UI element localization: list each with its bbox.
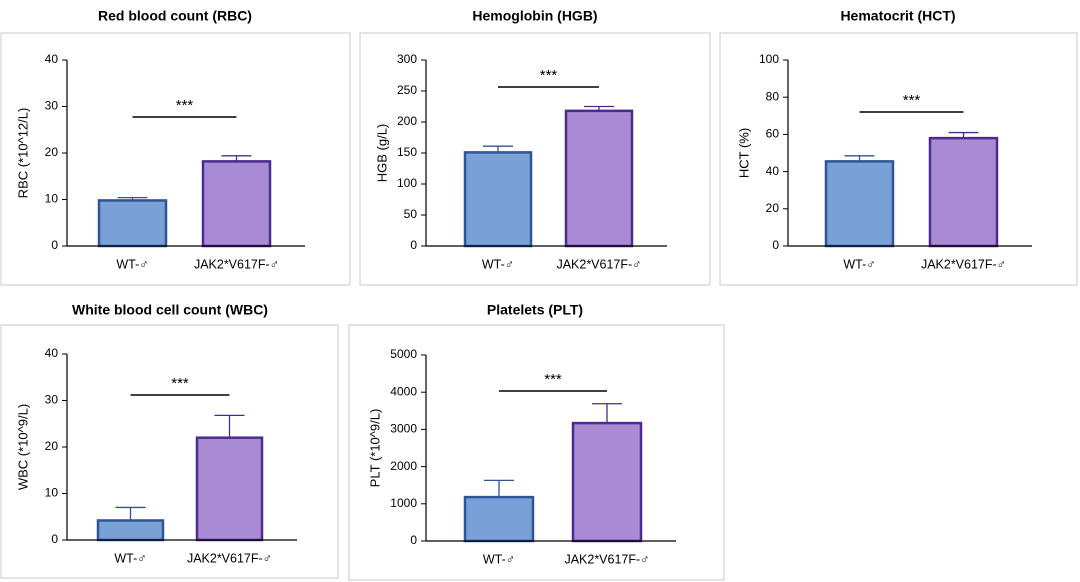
significance-label: *** — [540, 67, 558, 84]
y-tick-label: 0 — [410, 533, 417, 547]
significance-label: *** — [544, 371, 562, 388]
panel: White blood cell count (WBC) 0 10 20 30 40 WBC… — [0, 302, 339, 579]
y-axis-label: HGB (g/L) — [374, 124, 389, 183]
panel: Red blood count (RBC) 0 10 20 30 40 RBC (*10^1… — [0, 8, 351, 286]
y-axis-label: PLT (*10^9/L) — [367, 409, 382, 488]
panel-title: Hemoglobin (HGB) — [472, 8, 597, 24]
bar — [195, 436, 264, 542]
y-tick-label: 0 — [410, 238, 417, 252]
y-tick-label: 2000 — [390, 459, 417, 473]
x-tick-label: JAK2*V617F-♂ — [921, 257, 1006, 271]
significance-label: *** — [171, 375, 189, 392]
panel-frame — [359, 32, 711, 286]
y-axis-label: HCT (%) — [736, 128, 751, 178]
y-tick-label: 10 — [45, 192, 59, 206]
x-tick-label: JAK2*V617F-♂ — [556, 257, 641, 271]
y-tick-label: 300 — [397, 52, 417, 66]
y-tick-label: 0 — [772, 238, 779, 252]
x-tick-label: WT-♂ — [843, 257, 875, 271]
y-tick-label: 20 — [45, 145, 59, 159]
y-tick-label: 80 — [766, 89, 780, 103]
x-tick-label: WT-♂ — [482, 257, 514, 271]
panel: Hematocrit (HCT) 0 20 40 60 80 100 HCT (%) WT-♂ J… — [719, 8, 1078, 286]
x-tick-label: JAK2*V617F-♂ — [194, 257, 279, 271]
y-tick-label: 5000 — [390, 347, 417, 361]
y-tick-label: 150 — [397, 145, 417, 159]
y-tick-label: 20 — [766, 201, 780, 215]
y-axis-label: RBC (*10^12/L) — [15, 108, 30, 199]
panel: Platelets (PLT) 0 1000 2000 3000 4000 5000 PLT … — [348, 302, 725, 581]
y-tick-label: 40 — [766, 164, 780, 178]
y-tick-label: 30 — [45, 99, 59, 113]
bar — [928, 136, 999, 248]
bar — [824, 160, 895, 248]
panel-title: Hematocrit (HCT) — [840, 8, 955, 24]
y-tick-label: 250 — [397, 83, 417, 97]
panel-title: White blood cell count (WBC) — [72, 302, 268, 318]
y-tick-label: 50 — [404, 207, 418, 221]
x-tick-label: WT-♂ — [483, 552, 515, 566]
bar — [97, 199, 168, 248]
y-tick-label: 4000 — [390, 384, 417, 398]
y-tick-label: 1000 — [390, 496, 417, 510]
panel-title: Red blood count (RBC) — [98, 8, 252, 24]
y-tick-label: 3000 — [390, 422, 417, 436]
bar — [564, 109, 634, 248]
x-tick-label: JAK2*V617F-♂ — [564, 552, 649, 566]
bar — [463, 495, 535, 543]
panel-frame — [719, 32, 1078, 286]
y-tick-label: 0 — [51, 238, 58, 252]
y-tick-label: 100 — [397, 176, 417, 190]
y-tick-label: 200 — [397, 114, 417, 128]
bar — [463, 151, 533, 248]
y-tick-label: 40 — [45, 346, 59, 360]
panel-title: Platelets (PLT) — [487, 302, 583, 318]
y-tick-label: 60 — [766, 127, 780, 141]
y-tick-label: 0 — [51, 532, 58, 546]
x-tick-label: JAK2*V617F-♂ — [187, 551, 272, 565]
bar — [571, 421, 643, 543]
bar — [96, 519, 165, 542]
panel-frame — [348, 324, 725, 581]
panel-frame — [0, 324, 339, 579]
panel-frame — [0, 32, 351, 286]
y-tick-label: 100 — [759, 52, 779, 66]
y-axis-label: WBC (*10^9/L) — [15, 404, 30, 490]
y-tick-label: 30 — [45, 393, 59, 407]
x-tick-label: WT-♂ — [114, 551, 146, 565]
y-tick-label: 20 — [45, 439, 59, 453]
bar — [201, 160, 272, 248]
x-tick-label: WT-♂ — [116, 257, 148, 271]
y-tick-label: 40 — [45, 52, 59, 66]
significance-label: *** — [176, 97, 194, 114]
y-tick-label: 10 — [45, 486, 59, 500]
significance-label: *** — [903, 92, 921, 109]
panel: Hemoglobin (HGB) 0 50 100 150 200 250 300 HGB (g… — [359, 8, 711, 286]
